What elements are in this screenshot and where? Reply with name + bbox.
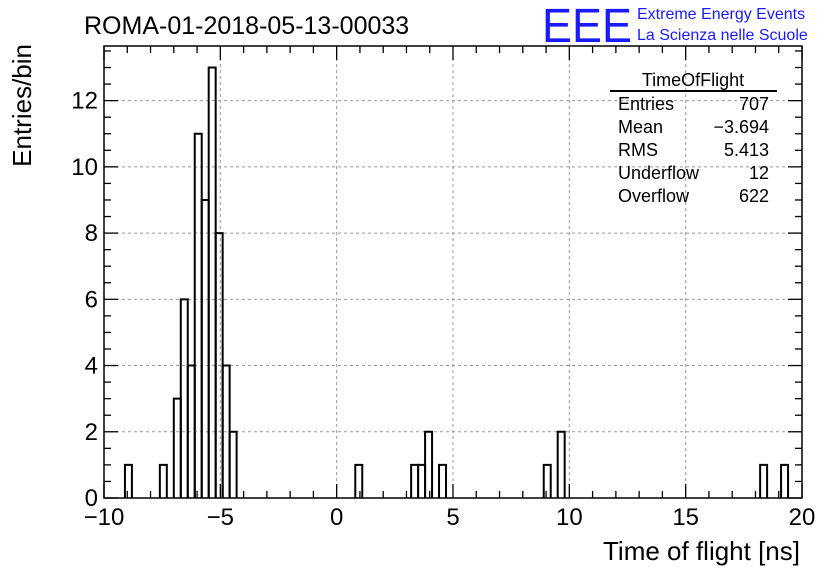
- histogram-bin: [200, 198, 210, 498]
- histogram-bin: [354, 463, 364, 498]
- x-tick-label: 10: [556, 504, 583, 531]
- eee-logo: EEE: [542, 0, 632, 53]
- histogram-bin: [179, 298, 189, 498]
- x-tick-label: 0: [330, 504, 343, 531]
- histogram-bin: [759, 463, 769, 498]
- y-tick-label: 0: [85, 485, 98, 512]
- stats-label-underflow: Underflow: [618, 163, 700, 183]
- histogram-bin: [172, 397, 182, 498]
- run-title: ROMA-01-2018-05-13-00033: [84, 12, 409, 40]
- histogram-bin: [438, 463, 448, 498]
- histogram-bin: [556, 430, 566, 498]
- histogram-bin: [417, 463, 427, 498]
- stats-value-underflow: 12: [749, 163, 769, 183]
- y-tick-label: 12: [71, 88, 98, 115]
- histogram-bin: [780, 463, 790, 498]
- project-subtitle: La Scienza nelle Scuole: [637, 27, 808, 44]
- x-tick-label: 5: [446, 504, 459, 531]
- stats-title: TimeOfFlight: [642, 70, 744, 90]
- x-tick-label: −10: [84, 504, 125, 531]
- histogram-bin: [123, 463, 133, 498]
- x-tick-label: 20: [789, 504, 816, 531]
- histogram-bin: [193, 132, 203, 498]
- project-name: Extreme Energy Events: [637, 6, 805, 23]
- histogram-bin: [158, 463, 168, 498]
- histogram-bin: [410, 463, 420, 498]
- y-tick-label: 2: [85, 419, 98, 446]
- x-tick-label: −5: [207, 504, 234, 531]
- stats-label-mean: Mean: [618, 117, 663, 137]
- stats-value-entries: 707: [739, 94, 769, 114]
- histogram-outline: [123, 66, 790, 498]
- x-axis-label: Time of flight [ns]: [603, 536, 800, 566]
- tick-labels: −10 −5 0 5 10 15 20 0 2 4 6 8 10 12: [71, 88, 815, 531]
- stats-box: TimeOfFlight Entries 707 Mean −3.694 RMS…: [610, 70, 777, 206]
- histogram-bin: [424, 430, 434, 498]
- stats-label-rms: RMS: [618, 140, 658, 160]
- y-tick-label: 10: [71, 154, 98, 181]
- histogram-bin: [542, 463, 552, 498]
- y-tick-label: 4: [85, 353, 98, 380]
- stats-value-mean: −3.694: [713, 117, 769, 137]
- axis-ticks: [103, 46, 803, 499]
- y-tick-label: 6: [85, 286, 98, 313]
- stats-label-overflow: Overflow: [618, 186, 690, 206]
- y-axis-label: Entries/bin: [7, 44, 37, 167]
- stats-value-overflow: 622: [739, 186, 769, 206]
- stats-value-rms: 5.413: [724, 140, 769, 160]
- x-tick-label: 15: [672, 504, 699, 531]
- histogram-bin: [207, 66, 217, 498]
- stats-label-entries: Entries: [618, 94, 674, 114]
- y-tick-label: 8: [85, 220, 98, 247]
- histogram-bin: [228, 430, 238, 498]
